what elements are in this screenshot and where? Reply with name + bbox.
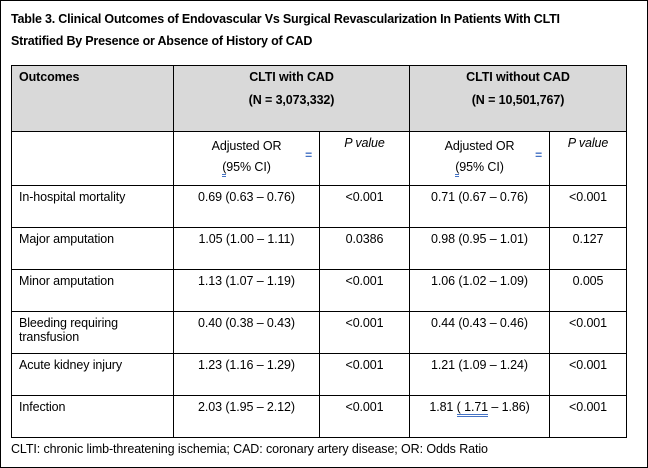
table-row: In-hospital mortality 0.69 (0.63 – 0.76) <… bbox=[11, 185, 628, 228]
value-text: 1.81 bbox=[429, 400, 457, 414]
adjusted-or-header-nocad: Adjusted OR (95% CI) = bbox=[409, 131, 550, 186]
p-cad-cell: <0.001 bbox=[319, 185, 410, 228]
p-nocad-cell: 0.005 bbox=[548, 269, 628, 312]
value-text: – 1.86) bbox=[488, 400, 530, 414]
table-body: In-hospital mortality 0.69 (0.63 – 0.76) <… bbox=[11, 185, 628, 438]
or-cad-cell: 0.40 (0.38 – 0.43) bbox=[173, 311, 320, 354]
p-cad-cell: <0.001 bbox=[319, 395, 410, 438]
outcome-cell: Bleeding requiring transfusion bbox=[11, 311, 174, 354]
or-nocad-cell: 1.81 ( 1.71 – 1.86) bbox=[409, 395, 550, 438]
outcome-cell: Minor amputation bbox=[11, 269, 174, 312]
ci-label: (95% CI) bbox=[417, 157, 542, 178]
p-cad-cell: <0.001 bbox=[319, 353, 410, 396]
table-title-line-1: Table 3. Clinical Outcomes of Endovascul… bbox=[11, 12, 560, 26]
group-header-clti-with-cad: CLTI with CAD (N = 3,073,332) bbox=[173, 65, 410, 132]
p-nocad-cell: <0.001 bbox=[548, 353, 628, 396]
adjusted-or-label: Adjusted OR bbox=[444, 139, 515, 153]
outcome-cell: Acute kidney injury bbox=[11, 353, 174, 396]
or-nocad-cell: 1.06 (1.02 – 1.09) bbox=[409, 269, 550, 312]
table-row: Infection 2.03 (1.95 – 2.12) <0.001 1.81 ( … bbox=[11, 395, 628, 438]
ci-label-rest: 95% CI) bbox=[459, 160, 504, 174]
group-label: CLTI with CAD bbox=[249, 70, 334, 84]
or-cad-cell: 0.69 (0.63 – 0.76) bbox=[173, 185, 320, 228]
table-row: Acute kidney injury 1.23 (1.16 – 1.29) <0.… bbox=[11, 353, 628, 396]
or-cad-cell: 1.13 (1.07 – 1.19) bbox=[173, 269, 320, 312]
p-nocad-cell: 0.127 bbox=[548, 227, 628, 270]
or-nocad-cell: 0.71 (0.67 – 0.76) bbox=[409, 185, 550, 228]
table-header: Outcomes CLTI with CAD (N = 3,073,332) C… bbox=[11, 65, 628, 186]
tracked-change-text: ( bbox=[455, 160, 459, 177]
header-row-measures: Adjusted OR (95% CI) = P value Adjusted … bbox=[11, 131, 628, 186]
outcomes-table: Outcomes CLTI with CAD (N = 3,073,332) C… bbox=[11, 65, 628, 438]
table-row: Bleeding requiring transfusion 0.40 (0.38… bbox=[11, 311, 628, 354]
p-nocad-cell: <0.001 bbox=[548, 185, 628, 228]
group-n-count: (N = 3,073,332) bbox=[248, 93, 335, 107]
p-nocad-cell: <0.001 bbox=[548, 311, 628, 354]
table-title-line-2: Stratified By Presence or Absence of His… bbox=[11, 34, 313, 48]
table-title: Table 3. Clinical Outcomes of Endovascul… bbox=[11, 8, 637, 52]
table-row: Major amputation 1.05 (1.00 – 1.11) 0.0386… bbox=[11, 227, 628, 270]
outcome-cell: In-hospital mortality bbox=[11, 185, 174, 228]
tracked-change-text: ( 1.71 bbox=[456, 400, 488, 417]
group-n-count: (N = 10,501,767) bbox=[471, 93, 565, 107]
p-value-header-nocad: P value bbox=[548, 131, 628, 186]
table-footnote: CLTI: chronic limb-threatening ischemia;… bbox=[11, 442, 488, 456]
tracked-change-mark-icon: = bbox=[305, 148, 312, 162]
p-nocad-cell: <0.001 bbox=[548, 395, 628, 438]
or-nocad-cell: 0.44 (0.43 – 0.46) bbox=[409, 311, 550, 354]
or-nocad-cell: 0.98 (0.95 – 1.01) bbox=[409, 227, 550, 270]
outcome-cell: Infection bbox=[11, 395, 174, 438]
or-cad-cell: 1.23 (1.16 – 1.29) bbox=[173, 353, 320, 396]
group-header-clti-without-cad: CLTI without CAD (N = 10,501,767) bbox=[408, 65, 628, 132]
p-cad-cell: <0.001 bbox=[319, 311, 410, 354]
tracked-change-mark-icon: = bbox=[535, 148, 542, 162]
table-row: Minor amputation 1.13 (1.07 – 1.19) <0.001… bbox=[11, 269, 628, 312]
or-nocad-cell: 1.21 (1.09 – 1.24) bbox=[409, 353, 550, 396]
header-row-groups: Outcomes CLTI with CAD (N = 3,073,332) C… bbox=[11, 65, 628, 132]
group-label: CLTI without CAD bbox=[466, 70, 570, 84]
adjusted-or-header-cad: Adjusted OR (95% CI) = bbox=[173, 131, 320, 186]
or-cad-cell: 1.05 (1.00 – 1.11) bbox=[173, 227, 320, 270]
ci-label-rest: 95% CI) bbox=[226, 160, 271, 174]
ci-label: (95% CI) bbox=[181, 157, 312, 178]
empty-header-cell bbox=[11, 131, 174, 186]
outcome-cell: Major amputation bbox=[11, 227, 174, 270]
tracked-change-text: ( bbox=[222, 160, 226, 177]
outcomes-header-cell: Outcomes bbox=[11, 65, 174, 132]
p-value-header-cad: P value bbox=[319, 131, 410, 186]
adjusted-or-label: Adjusted OR bbox=[211, 139, 282, 153]
p-cad-cell: <0.001 bbox=[319, 269, 410, 312]
or-cad-cell: 2.03 (1.95 – 2.12) bbox=[173, 395, 320, 438]
p-cad-cell: 0.0386 bbox=[319, 227, 410, 270]
